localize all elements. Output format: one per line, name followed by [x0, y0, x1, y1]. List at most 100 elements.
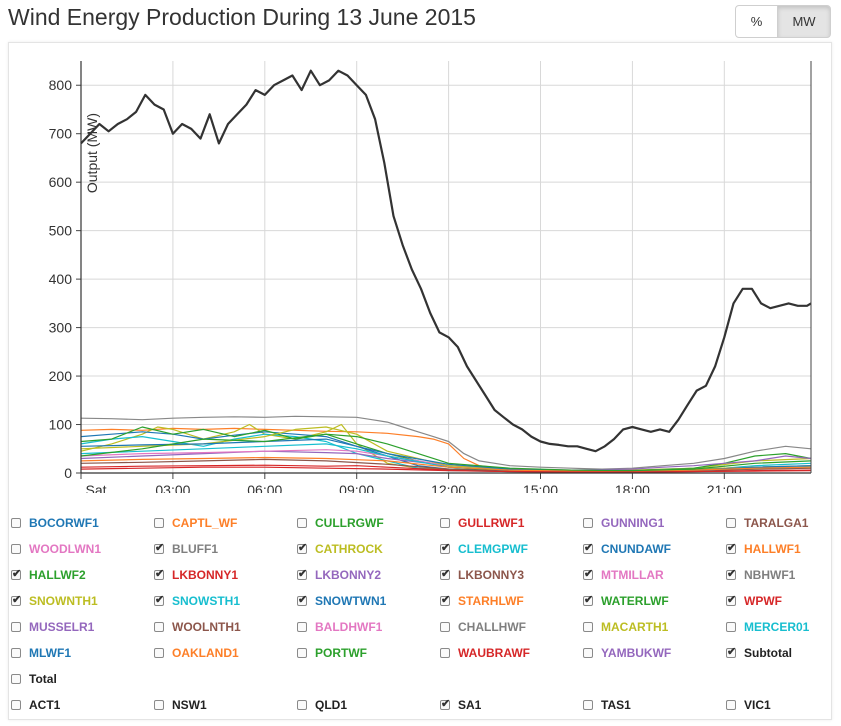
- checkbox-challhwf[interactable]: CHALLHWF: [440, 620, 526, 634]
- checkbox-snowtwn1[interactable]: SNOWTWN1: [297, 593, 386, 608]
- checkbox-input[interactable]: [11, 567, 21, 580]
- checkbox-input[interactable]: [297, 593, 307, 606]
- checkbox-label: BOCORWF1: [29, 516, 99, 530]
- checkbox-input[interactable]: [583, 622, 593, 632]
- checkbox-waubrawf[interactable]: WAUBRAWF: [440, 646, 530, 660]
- checkbox-lkbonny2[interactable]: LKBONNY2: [297, 567, 381, 582]
- checkbox-label: VIC1: [744, 698, 771, 712]
- checkbox-snowsth1[interactable]: SNOWSTH1: [154, 593, 240, 608]
- checkbox-input[interactable]: [297, 541, 307, 554]
- checkbox-label: CULLRGWF: [315, 516, 384, 530]
- checkbox-input[interactable]: [726, 593, 736, 606]
- checkbox-hallwf1[interactable]: HALLWF1: [726, 541, 801, 556]
- checkbox-woodlwn1[interactable]: WOODLWN1: [11, 542, 101, 556]
- checkbox-input[interactable]: [297, 622, 307, 632]
- checkbox-input[interactable]: [726, 541, 736, 554]
- checkbox-cathrock[interactable]: CATHROCK: [297, 541, 383, 556]
- checkbox-input[interactable]: [297, 518, 307, 528]
- checkbox-sa1[interactable]: SA1: [440, 697, 481, 712]
- checkbox-starhlwf[interactable]: STARHLWF: [440, 593, 524, 608]
- checkbox-captl-wf[interactable]: CAPTL_WF: [154, 516, 237, 530]
- checkbox-total[interactable]: Total: [11, 672, 57, 686]
- checkbox-macarth1[interactable]: MACARTH1: [583, 620, 668, 634]
- checkbox-input[interactable]: [11, 593, 21, 606]
- checkbox-input[interactable]: [440, 541, 450, 554]
- checkbox-input[interactable]: [154, 541, 164, 554]
- checkbox-input[interactable]: [11, 544, 21, 554]
- checkbox-wpwf[interactable]: WPWF: [726, 593, 782, 608]
- checkbox-input[interactable]: [154, 593, 164, 606]
- checkbox-nsw1[interactable]: NSW1: [154, 698, 207, 712]
- checkbox-label: MLWF1: [29, 646, 71, 660]
- checkbox-input[interactable]: [583, 700, 593, 710]
- checkbox-cnundawf[interactable]: CNUNDAWF: [583, 541, 671, 556]
- checkbox-input[interactable]: [440, 518, 450, 528]
- checkbox-mercer01[interactable]: MERCER01: [726, 620, 809, 634]
- checkbox-input[interactable]: [583, 541, 593, 554]
- checkbox-input[interactable]: [297, 648, 307, 658]
- checkbox-input[interactable]: [726, 645, 736, 658]
- checkbox-mlwf1[interactable]: MLWF1: [11, 646, 71, 660]
- checkbox-input[interactable]: [583, 648, 593, 658]
- checkbox-qld1[interactable]: QLD1: [297, 698, 347, 712]
- checkbox-cullrgwf[interactable]: CULLRGWF: [297, 516, 384, 530]
- checkbox-input[interactable]: [726, 518, 736, 528]
- x-tick-label: Sat: [85, 482, 106, 493]
- checkbox-input[interactable]: [440, 648, 450, 658]
- checkbox-input[interactable]: [583, 567, 593, 580]
- checkbox-label: GUNNING1: [601, 516, 665, 530]
- checkbox-input[interactable]: [297, 567, 307, 580]
- checkbox-bluff1[interactable]: BLUFF1: [154, 541, 218, 556]
- checkbox-gullrwf1[interactable]: GULLRWF1: [440, 516, 524, 530]
- checkbox-act1[interactable]: ACT1: [11, 698, 60, 712]
- checkbox-portwf[interactable]: PORTWF: [297, 646, 367, 660]
- checkbox-input[interactable]: [726, 567, 736, 580]
- checkbox-baldhwf1[interactable]: BALDHWF1: [297, 620, 382, 634]
- percent-toggle-button[interactable]: %: [735, 5, 778, 38]
- checkbox-input[interactable]: [297, 700, 307, 710]
- checkbox-oakland1[interactable]: OAKLAND1: [154, 646, 239, 660]
- checkbox-label: NBHWF1: [744, 568, 796, 582]
- x-tick-label: 15:00: [523, 482, 558, 493]
- checkbox-label: LKBONNY3: [458, 568, 525, 582]
- checkbox-clemgpwf[interactable]: CLEMGPWF: [440, 541, 528, 556]
- checkbox-woolnth1[interactable]: WOOLNTH1: [154, 620, 241, 634]
- checkbox-input[interactable]: [11, 622, 21, 632]
- checkbox-label: BLUFF1: [172, 542, 218, 556]
- checkbox-input[interactable]: [583, 593, 593, 606]
- checkbox-input[interactable]: [154, 648, 164, 658]
- checkbox-input[interactable]: [11, 674, 21, 684]
- checkbox-input[interactable]: [440, 622, 450, 632]
- checkbox-label: WOODLWN1: [29, 542, 101, 556]
- checkbox-input[interactable]: [440, 593, 450, 606]
- checkbox-lkbonny1[interactable]: LKBONNY1: [154, 567, 238, 582]
- checkbox-input[interactable]: [726, 700, 736, 710]
- checkbox-input[interactable]: [11, 518, 21, 528]
- checkbox-input[interactable]: [154, 700, 164, 710]
- checkbox-snownth1[interactable]: SNOWNTH1: [11, 593, 98, 608]
- checkbox-musselr1[interactable]: MUSSELR1: [11, 620, 94, 634]
- checkbox-input[interactable]: [440, 567, 450, 580]
- checkbox-vic1[interactable]: VIC1: [726, 698, 771, 712]
- checkbox-gunning1[interactable]: GUNNING1: [583, 516, 664, 530]
- checkbox-input[interactable]: [726, 622, 736, 632]
- checkbox-input[interactable]: [583, 518, 593, 528]
- checkbox-input[interactable]: [154, 622, 164, 632]
- checkbox-nbhwf1[interactable]: NBHWF1: [726, 567, 796, 582]
- mw-toggle-button[interactable]: MW: [777, 5, 831, 38]
- checkbox-taralga1[interactable]: TARALGA1: [726, 516, 808, 530]
- checkbox-input[interactable]: [440, 697, 450, 710]
- checkbox-input[interactable]: [11, 700, 21, 710]
- x-tick-label: 18:00: [615, 482, 650, 493]
- checkbox-tas1[interactable]: TAS1: [583, 698, 631, 712]
- checkbox-hallwf2[interactable]: HALLWF2: [11, 567, 86, 582]
- checkbox-input[interactable]: [11, 648, 21, 658]
- checkbox-input[interactable]: [154, 518, 164, 528]
- checkbox-input[interactable]: [154, 567, 164, 580]
- checkbox-yambukwf[interactable]: YAMBUKWF: [583, 646, 671, 660]
- checkbox-subtotal[interactable]: Subtotal: [726, 645, 792, 660]
- checkbox-lkbonny3[interactable]: LKBONNY3: [440, 567, 525, 582]
- checkbox-mtmillar[interactable]: MTMILLAR: [583, 567, 664, 582]
- checkbox-waterlwf[interactable]: WATERLWF: [583, 593, 669, 608]
- checkbox-bocorwf1[interactable]: BOCORWF1: [11, 516, 99, 530]
